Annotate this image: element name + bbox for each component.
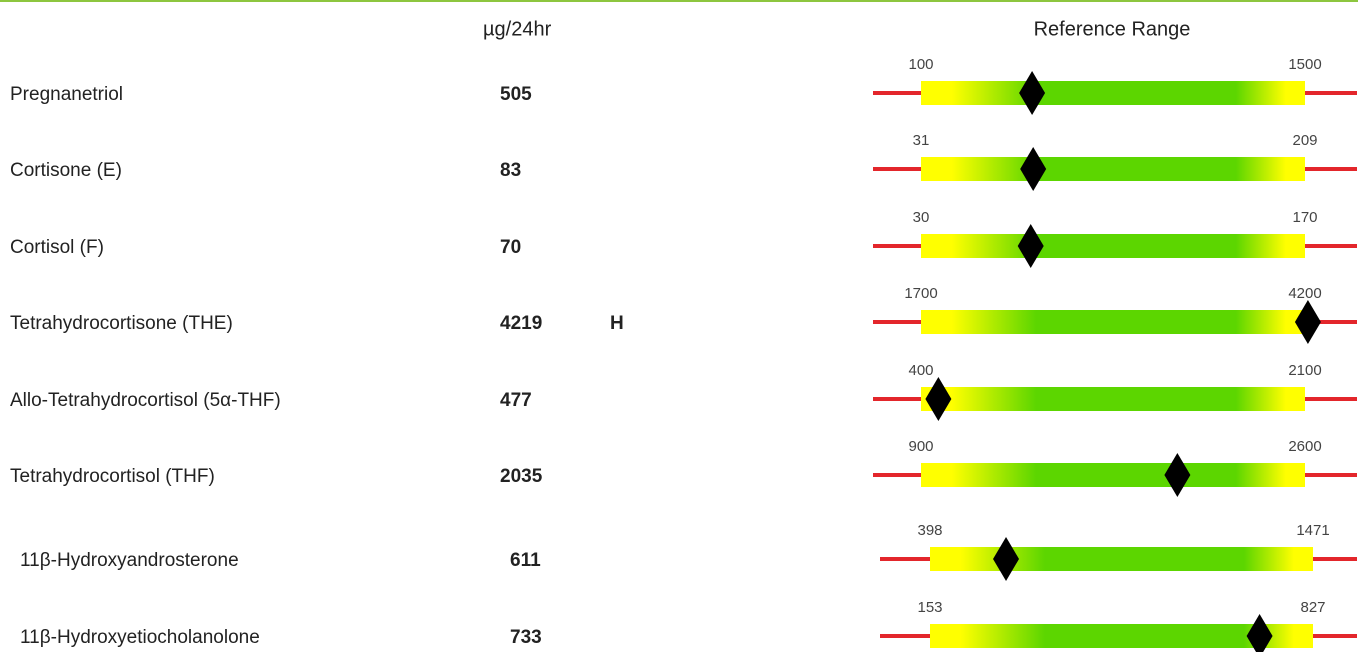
result-marker bbox=[1164, 453, 1191, 497]
range-low: 398 bbox=[917, 522, 942, 539]
unit-header: µg/24hr bbox=[483, 18, 552, 40]
analyte-name: Cortisol (F) bbox=[10, 237, 104, 258]
range-header: Reference Range bbox=[1034, 18, 1191, 40]
reference-bar bbox=[921, 310, 1305, 334]
reference-bar bbox=[921, 234, 1305, 258]
analyte-value: 70 bbox=[500, 237, 521, 258]
result-marker bbox=[1017, 224, 1044, 268]
result-marker bbox=[1294, 300, 1321, 344]
analyte-value: 2035 bbox=[500, 466, 543, 487]
analyte-name: Pregnanetriol bbox=[10, 84, 123, 105]
range-high: 170 bbox=[1292, 209, 1317, 226]
range-low: 900 bbox=[908, 438, 933, 455]
range-low: 100 bbox=[908, 56, 933, 73]
analyte-value: 83 bbox=[500, 160, 521, 181]
reference-bar bbox=[921, 81, 1305, 105]
result-marker bbox=[1019, 71, 1046, 115]
range-high: 4200 bbox=[1288, 285, 1321, 302]
analyte-value: 733 bbox=[510, 627, 542, 648]
analyte-name: Tetrahydrocortisol (THF) bbox=[10, 466, 215, 487]
range-high: 827 bbox=[1300, 599, 1325, 616]
range-high: 1500 bbox=[1288, 56, 1321, 73]
range-high: 2600 bbox=[1288, 438, 1321, 455]
range-high: 1471 bbox=[1296, 522, 1329, 539]
analyte-name: 11β-Hydroxyandrosterone bbox=[20, 550, 239, 571]
range-high: 2100 bbox=[1288, 362, 1321, 379]
range-low: 30 bbox=[913, 209, 930, 226]
reference-bar bbox=[921, 157, 1305, 181]
analyte-name: Allo-Tetrahydrocortisol (5α-THF) bbox=[10, 390, 281, 411]
range-low: 400 bbox=[908, 362, 933, 379]
analyte-value: 4219 bbox=[500, 313, 542, 334]
reference-bar bbox=[921, 387, 1305, 411]
analyte-name: Tetrahydrocortisone (THE) bbox=[10, 313, 233, 334]
range-high: 209 bbox=[1292, 132, 1317, 149]
analyte-value: 611 bbox=[510, 550, 541, 571]
result-marker bbox=[925, 377, 952, 421]
range-low: 31 bbox=[913, 132, 930, 149]
range-low: 1700 bbox=[904, 285, 937, 302]
reference-bar bbox=[930, 547, 1313, 571]
range-low: 153 bbox=[917, 599, 942, 616]
reference-bar bbox=[921, 463, 1305, 487]
analyte-name: 11β-Hydroxyetiocholanolone bbox=[20, 627, 260, 648]
result-marker bbox=[993, 537, 1020, 581]
analyte-name: Cortisone (E) bbox=[10, 160, 122, 181]
flag: H bbox=[610, 313, 624, 334]
result-marker bbox=[1020, 147, 1047, 191]
result-marker bbox=[1246, 614, 1273, 652]
analyte-value: 477 bbox=[500, 390, 532, 411]
analyte-value: 505 bbox=[500, 84, 532, 105]
